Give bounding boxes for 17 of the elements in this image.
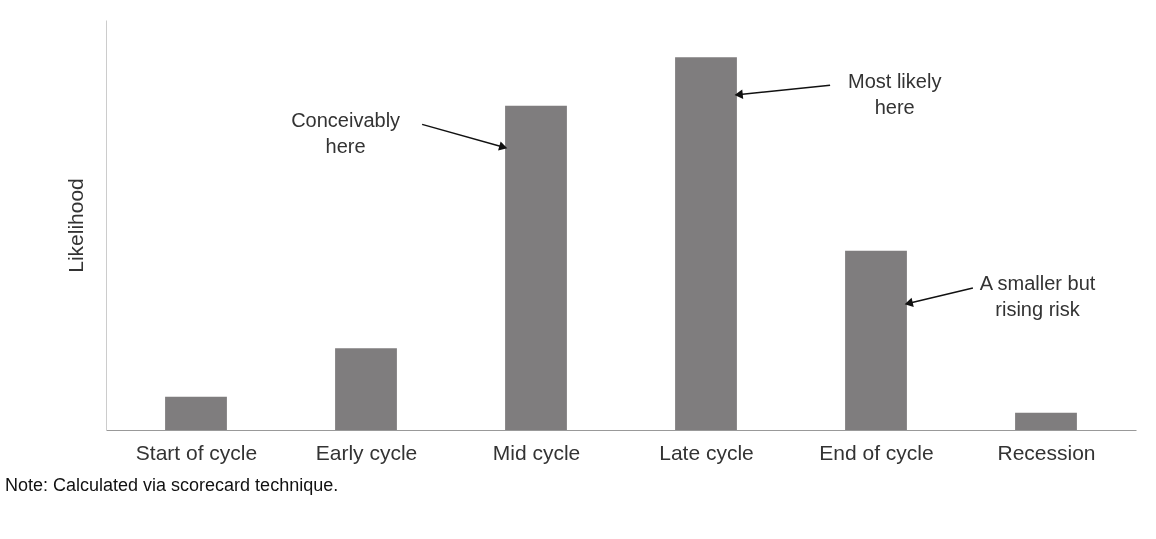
x-tick-label: Mid cycle [492,440,581,464]
annotation: A smaller but rising risk [979,272,1096,321]
bar [675,57,737,430]
annotation: Conceivably here [291,108,401,157]
x-tick-label: Early cycle [315,440,418,464]
bar [165,396,227,430]
x-tick-label: End of cycle [819,440,934,464]
x-tick-label: Start of cycle [135,440,258,464]
x-tick-label: Recession [997,440,1096,464]
bar [335,348,397,430]
y-axis-title: Likelihood [63,178,87,273]
bar [505,105,567,430]
annotation: Most likely here [848,69,942,118]
bar [845,250,907,430]
text: Note: Calculated via scorecard technique. [5,475,339,495]
x-tick-label: Late cycle [659,440,754,464]
bar [1015,412,1077,430]
